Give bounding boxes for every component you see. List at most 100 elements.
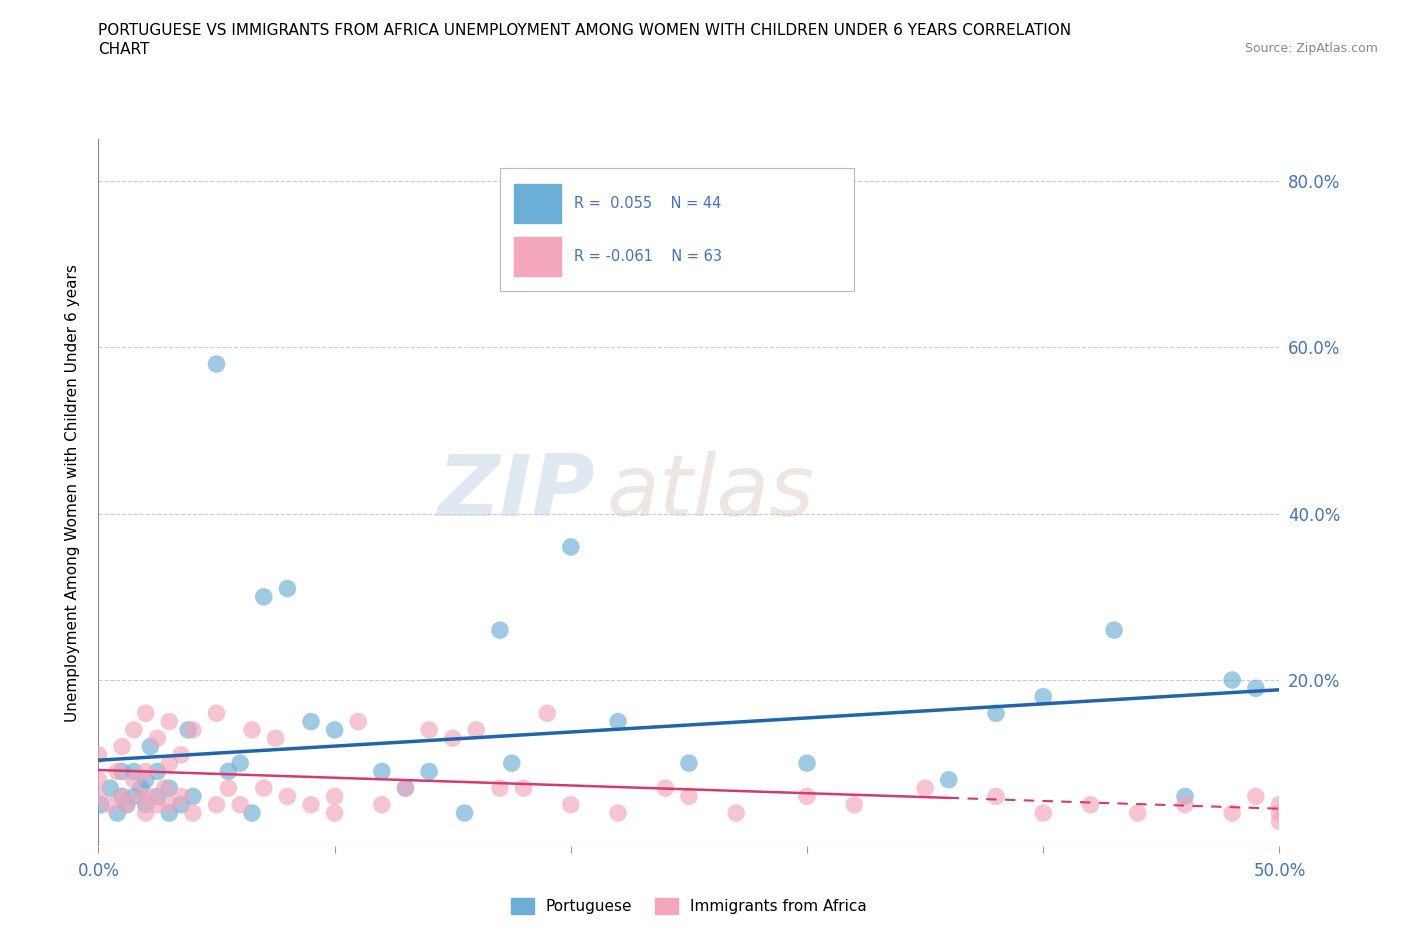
Text: R = -0.061    N = 63: R = -0.061 N = 63 (575, 248, 723, 263)
Bar (515, 184, 561, 222)
Point (914, 780, 936, 795)
Point (1268, 805, 1291, 820)
Point (560, 539, 582, 554)
Point (122, 772, 145, 787)
Point (135, 772, 157, 787)
Point (229, 797, 252, 812)
Point (205, 356, 228, 371)
Point (157, 780, 180, 795)
Point (371, 797, 394, 812)
Point (276, 789, 298, 804)
Point (938, 772, 960, 787)
Point (177, 723, 200, 737)
Point (347, 714, 370, 729)
Text: PORTUGUESE VS IMMIGRANTS FROM AFRICA UNEMPLOYMENT AMONG WOMEN WITH CHILDREN UNDE: PORTUGUESE VS IMMIGRANTS FROM AFRICA UNE… (98, 23, 1071, 38)
Point (984, 789, 1007, 804)
Point (122, 789, 145, 804)
Point (217, 780, 239, 795)
Point (253, 780, 276, 795)
Point (323, 723, 346, 737)
Point (512, 780, 534, 795)
Point (217, 764, 239, 779)
Point (796, 789, 818, 804)
Point (560, 797, 582, 812)
Point (678, 789, 700, 804)
Point (90, 797, 112, 812)
Point (115, 797, 138, 812)
Point (299, 714, 322, 729)
Point (122, 764, 145, 779)
Point (181, 723, 204, 737)
Point (98, 780, 121, 795)
Point (139, 789, 162, 804)
Point (1174, 797, 1197, 812)
Point (139, 739, 162, 754)
Point (678, 756, 700, 771)
Point (205, 797, 228, 812)
Point (111, 789, 134, 804)
Point (441, 731, 464, 746)
Point (264, 731, 287, 746)
Point (1268, 797, 1291, 812)
Point (1174, 789, 1197, 804)
Point (654, 780, 676, 795)
Point (129, 789, 152, 804)
Point (122, 723, 145, 737)
Point (1032, 805, 1054, 820)
Point (536, 706, 558, 721)
Point (135, 706, 157, 721)
Point (205, 706, 228, 721)
Point (607, 714, 630, 729)
Point (453, 805, 475, 820)
Point (87, 748, 110, 763)
Point (181, 789, 204, 804)
Point (1220, 672, 1243, 687)
Point (253, 590, 276, 604)
Point (323, 789, 346, 804)
Text: CHART: CHART (98, 42, 150, 57)
Point (146, 764, 169, 779)
Point (146, 789, 169, 804)
Point (87, 772, 110, 787)
Point (105, 764, 128, 779)
Point (153, 780, 176, 795)
Point (276, 581, 298, 596)
Point (157, 805, 180, 820)
Point (170, 797, 193, 812)
Point (1268, 814, 1291, 829)
Point (323, 805, 346, 820)
FancyBboxPatch shape (501, 167, 855, 291)
Point (115, 797, 138, 812)
Point (111, 789, 134, 804)
Point (1244, 789, 1267, 804)
Point (146, 731, 169, 746)
Point (157, 756, 180, 771)
Point (135, 764, 157, 779)
Text: R =  0.055    N = 44: R = 0.055 N = 44 (575, 195, 721, 210)
Text: atlas: atlas (606, 451, 814, 535)
Point (844, 797, 866, 812)
Point (181, 805, 204, 820)
Point (111, 739, 134, 754)
Point (87, 789, 110, 804)
Point (501, 756, 523, 771)
Point (157, 714, 180, 729)
Point (371, 764, 394, 779)
Point (111, 764, 134, 779)
Point (135, 805, 157, 820)
Legend: Portuguese, Immigrants from Africa: Portuguese, Immigrants from Africa (505, 892, 873, 920)
Point (394, 780, 416, 795)
Point (1032, 689, 1054, 704)
Point (98, 797, 121, 812)
Point (1102, 623, 1125, 638)
Point (1080, 797, 1102, 812)
Point (170, 748, 193, 763)
Text: Source: ZipAtlas.com: Source: ZipAtlas.com (1244, 42, 1378, 55)
Point (229, 756, 252, 771)
Point (129, 780, 152, 795)
Point (607, 805, 630, 820)
Bar (515, 237, 561, 275)
Point (146, 797, 169, 812)
Point (240, 723, 263, 737)
Point (489, 623, 512, 638)
